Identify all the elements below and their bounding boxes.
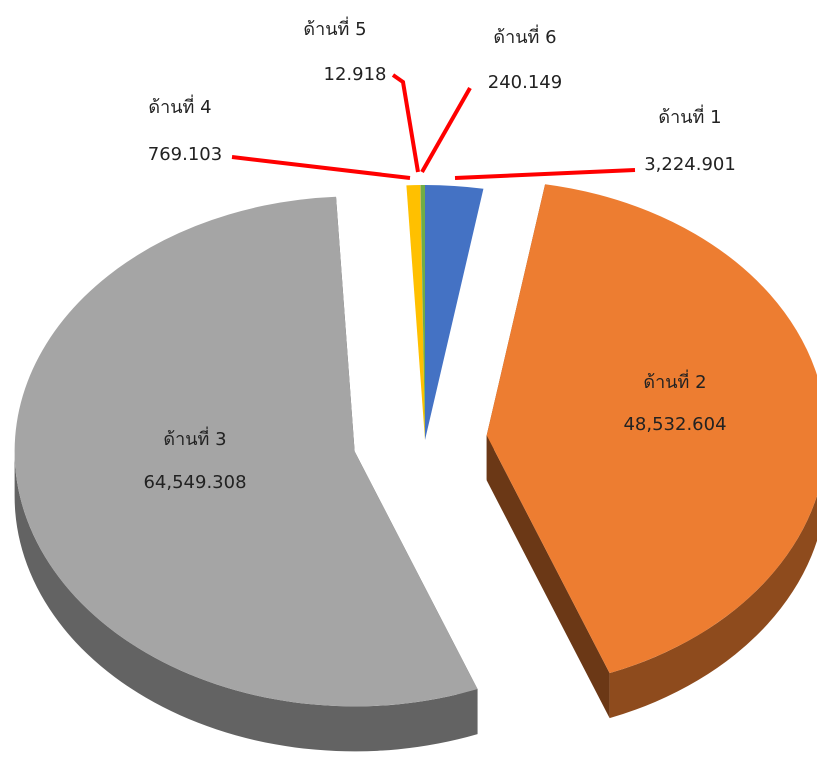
pie-slice bbox=[420, 185, 425, 440]
leader-line bbox=[454, 168, 636, 180]
value-label: 240.149 bbox=[488, 72, 562, 93]
slice-label: ด้านที่ 1 bbox=[658, 104, 721, 128]
pie-slice bbox=[406, 185, 425, 440]
pie-slice bbox=[425, 185, 484, 440]
pie-slice bbox=[486, 184, 817, 674]
value-label: 769.103 bbox=[148, 144, 222, 165]
leader-line bbox=[420, 87, 472, 173]
value-label: 12.918 bbox=[324, 64, 387, 85]
value-label: 64,549.308 bbox=[143, 472, 246, 493]
pie-slice bbox=[420, 185, 425, 440]
slice-label: ด้านที่ 3 bbox=[163, 426, 226, 450]
slice-side bbox=[14, 451, 478, 752]
slice-label: ด้านที่ 6 bbox=[493, 24, 556, 48]
slice-label: ด้านที่ 4 bbox=[148, 94, 211, 118]
value-label: 48,532.604 bbox=[623, 414, 726, 435]
slice-side bbox=[486, 435, 610, 719]
slice-label: ด้านที่ 2 bbox=[643, 369, 706, 393]
slice-side bbox=[609, 495, 817, 719]
slice-label: ด้านที่ 5 bbox=[303, 16, 366, 40]
leader-line bbox=[231, 155, 411, 180]
leader-line bbox=[391, 73, 420, 173]
pie-slice bbox=[14, 196, 478, 707]
value-label: 3,224.901 bbox=[644, 154, 736, 175]
